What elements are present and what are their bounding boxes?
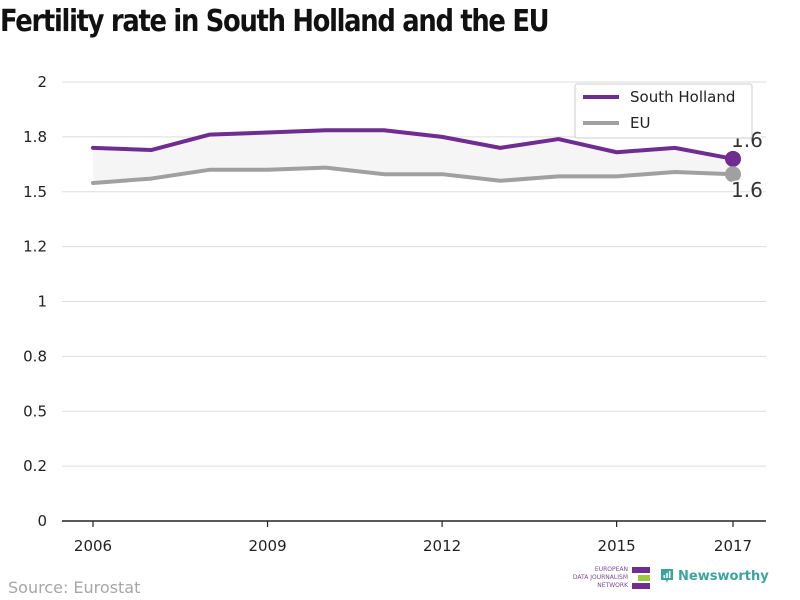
edjnet-logo-line-1: EUROPEAN xyxy=(594,566,628,573)
series-line-south-holland xyxy=(91,128,735,161)
end-marker-eu xyxy=(725,166,741,183)
chart-title: Fertility rate in South Holland and the … xyxy=(0,4,550,39)
y-axis-ticks: 0 0.2 0.5 0.8 1 1.2 1.5 1.8 2 xyxy=(23,73,47,530)
legend-box xyxy=(574,83,753,139)
y-tick-label: 0 xyxy=(37,512,47,530)
edjnet-bar-purple xyxy=(632,567,650,573)
series-lines xyxy=(91,128,735,185)
newsworthy-wordmark: Newsworthy xyxy=(678,568,769,584)
source-note: Source: Eurostat xyxy=(8,578,141,597)
y-tick-label: 1.5 xyxy=(23,183,47,201)
x-tick-label: 2017 xyxy=(714,537,752,555)
legend-label-south-holland: South Holland xyxy=(630,88,735,106)
end-marker-south-holland xyxy=(725,150,741,167)
y-tick-label: 0.2 xyxy=(23,457,47,475)
edjnet-logo: EUROPEAN DATA JOURNALISM NETWORK xyxy=(573,566,650,590)
y-tick-label: 1.2 xyxy=(23,238,47,256)
newsworthy-logo: Newsworthy xyxy=(660,566,769,586)
edjnet-bar-purple-2 xyxy=(632,583,650,589)
newsworthy-icon xyxy=(661,569,673,583)
series-line-eu xyxy=(91,165,735,185)
x-axis: 2006 2009 2012 2015 2017 xyxy=(62,520,766,555)
y-tick-label: 2 xyxy=(37,73,47,91)
end-label-eu: 1.6 xyxy=(731,178,763,202)
end-markers: 1.61.6 xyxy=(725,126,764,204)
y-tick-label: 0.8 xyxy=(23,347,47,365)
edjnet-logo-line-3: NETWORK xyxy=(597,582,628,589)
x-tick-label: 2012 xyxy=(423,537,461,555)
legend: South Holland EU xyxy=(574,83,753,139)
x-tick-label: 2015 xyxy=(598,537,636,555)
y-tick-label: 1.8 xyxy=(23,128,47,146)
y-tick-label: 1 xyxy=(37,293,47,311)
edjnet-bar-green xyxy=(638,575,650,581)
x-tick-label: 2009 xyxy=(248,537,286,555)
y-tick-label: 0.5 xyxy=(23,402,47,420)
x-tick-label: 2006 xyxy=(74,537,112,555)
edjnet-logo-line-2: DATA JOURNALISM xyxy=(572,574,628,581)
legend-label-eu: EU xyxy=(630,114,650,132)
